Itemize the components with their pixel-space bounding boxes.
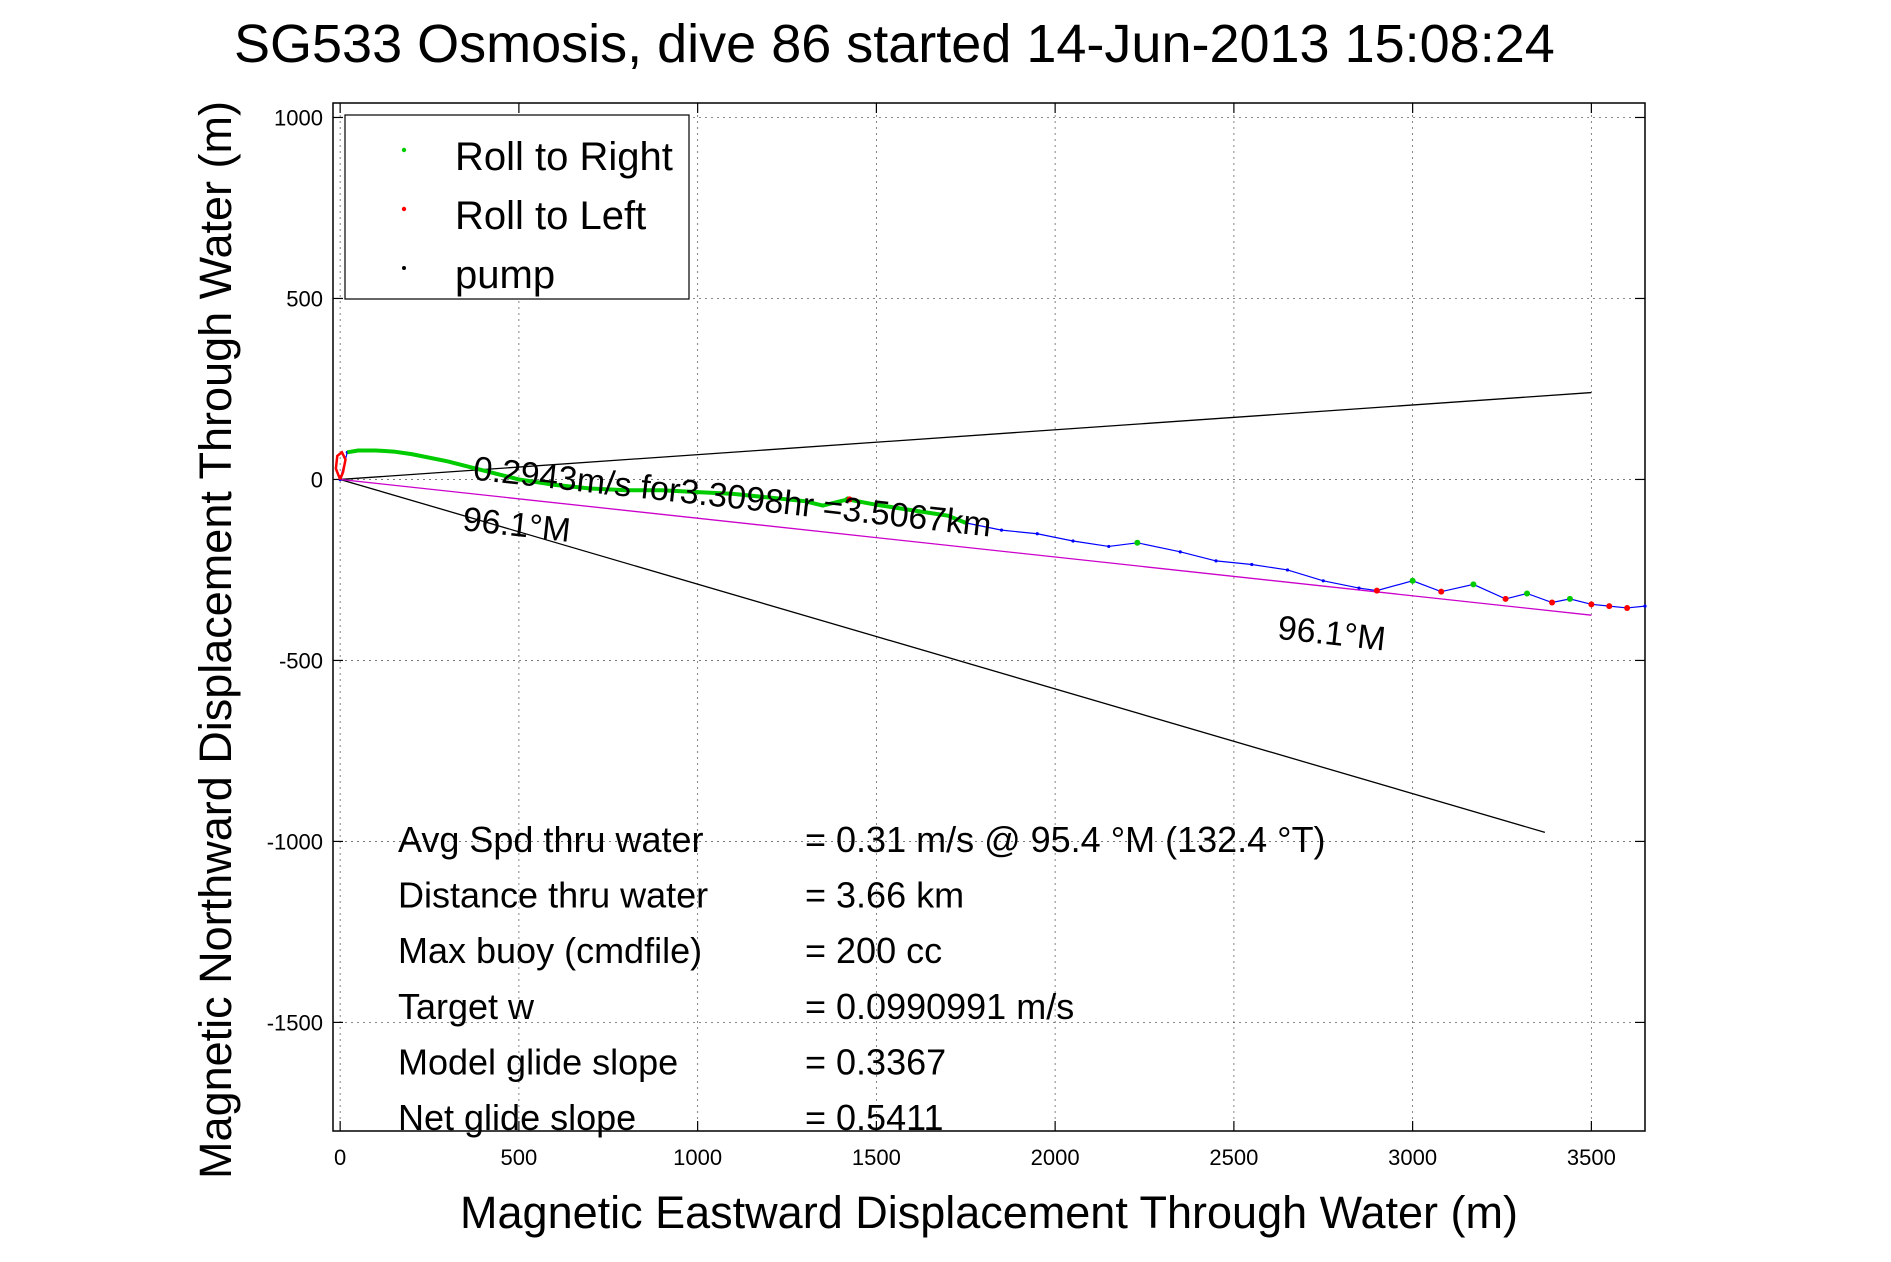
x-tick-label: 3500 <box>1567 1145 1616 1170</box>
roll-right-marker <box>1566 595 1573 602</box>
reference-line <box>339 478 1546 833</box>
roll-left-marker <box>1624 604 1631 611</box>
roll-right-marker <box>1524 590 1531 597</box>
y-tick-label: 500 <box>286 286 323 311</box>
series-point <box>1250 562 1254 567</box>
roll-left-segment <box>334 450 347 480</box>
roll-left-marker <box>1588 601 1595 608</box>
x-tick-label: 3000 <box>1388 1145 1437 1170</box>
roll-right-marker <box>1470 581 1477 588</box>
roll-left-marker <box>1549 599 1556 606</box>
stat-label: Net glide slope <box>398 1097 636 1138</box>
axis-ticks: 0 500 1000 1500 2000 2500 3000 3500 1000 500 0 -500… <box>267 103 1645 1170</box>
series-point <box>1107 544 1111 549</box>
stat-label: Target w <box>398 986 535 1027</box>
y-tick-label: -1000 <box>267 829 323 854</box>
series-point <box>1285 568 1290 572</box>
x-axis-label: Magnetic Eastward Displacement Through W… <box>460 1187 1518 1238</box>
x-tick-label: 1500 <box>852 1145 901 1170</box>
y-tick-label: 0 <box>311 467 323 492</box>
stat-value: = 0.3367 <box>805 1041 946 1082</box>
legend-marker-roll-right <box>401 147 407 153</box>
stats-block: Avg Spd thru water = 0.31 m/s @ 95.4 °M (… <box>398 819 1326 1138</box>
series-point <box>1321 579 1325 583</box>
roll-left-marker <box>1606 603 1613 610</box>
y-axis-label: Magnetic Northward Displacement Through … <box>190 101 241 1179</box>
legend-marker-roll-left <box>401 206 407 212</box>
reference-line <box>340 391 1592 481</box>
legend-label-roll-left: Roll to Left <box>455 194 646 238</box>
series-point <box>1214 559 1218 563</box>
stat-label: Model glide slope <box>398 1041 678 1082</box>
stat-value: = 0.0990991 m/s <box>805 986 1074 1027</box>
x-tick-label: 500 <box>501 1145 538 1170</box>
y-tick-label: -1500 <box>267 1010 323 1035</box>
stat-label: Distance thru water <box>398 875 708 916</box>
x-tick-label: 2500 <box>1209 1145 1258 1170</box>
plot-frame <box>332 102 1646 1132</box>
series-point <box>999 528 1004 532</box>
x-tick-label: 1000 <box>673 1145 722 1170</box>
legend-label-pump: pump <box>455 253 555 297</box>
roll-right-marker <box>1134 539 1141 546</box>
series-point <box>1178 550 1182 554</box>
grid <box>333 103 1645 1131</box>
stat-value: = 0.5411 <box>805 1097 943 1138</box>
series-point <box>1071 539 1075 543</box>
y-tick-label: 1000 <box>274 105 323 130</box>
stat-value: = 3.66 km <box>805 875 964 916</box>
chart-title: SG533 Osmosis, dive 86 started 14-Jun-20… <box>234 14 1555 74</box>
stat-value: = 200 cc <box>805 930 942 971</box>
legend-label-roll-right: Roll to Right <box>455 135 673 179</box>
series-point <box>1643 604 1647 608</box>
roll-left-marker <box>1438 588 1445 595</box>
roll-left-marker <box>1373 587 1380 594</box>
roll-left-marker <box>846 496 853 503</box>
roll-right-segment <box>346 448 967 525</box>
series-point <box>1357 586 1361 590</box>
stat-label: Avg Spd thru water <box>398 819 704 860</box>
reference-lines <box>339 391 1592 833</box>
legend: Roll to Right Roll to Left pump <box>344 114 690 300</box>
x-tick-label: 2000 <box>1031 1145 1080 1170</box>
stat-value: = 0.31 m/s @ 95.4 °M (132.4 °T) <box>805 819 1326 860</box>
reference-line <box>340 478 1592 616</box>
legend-marker-pump <box>402 266 406 270</box>
series-point <box>1035 532 1039 536</box>
roll-right-marker <box>1409 577 1416 584</box>
roll-left-marker <box>1502 595 1509 602</box>
x-tick-label: 0 <box>334 1145 346 1170</box>
y-tick-label: -500 <box>279 648 323 673</box>
series-group <box>334 448 1647 611</box>
stat-label: Max buoy (cmdfile) <box>398 930 702 971</box>
